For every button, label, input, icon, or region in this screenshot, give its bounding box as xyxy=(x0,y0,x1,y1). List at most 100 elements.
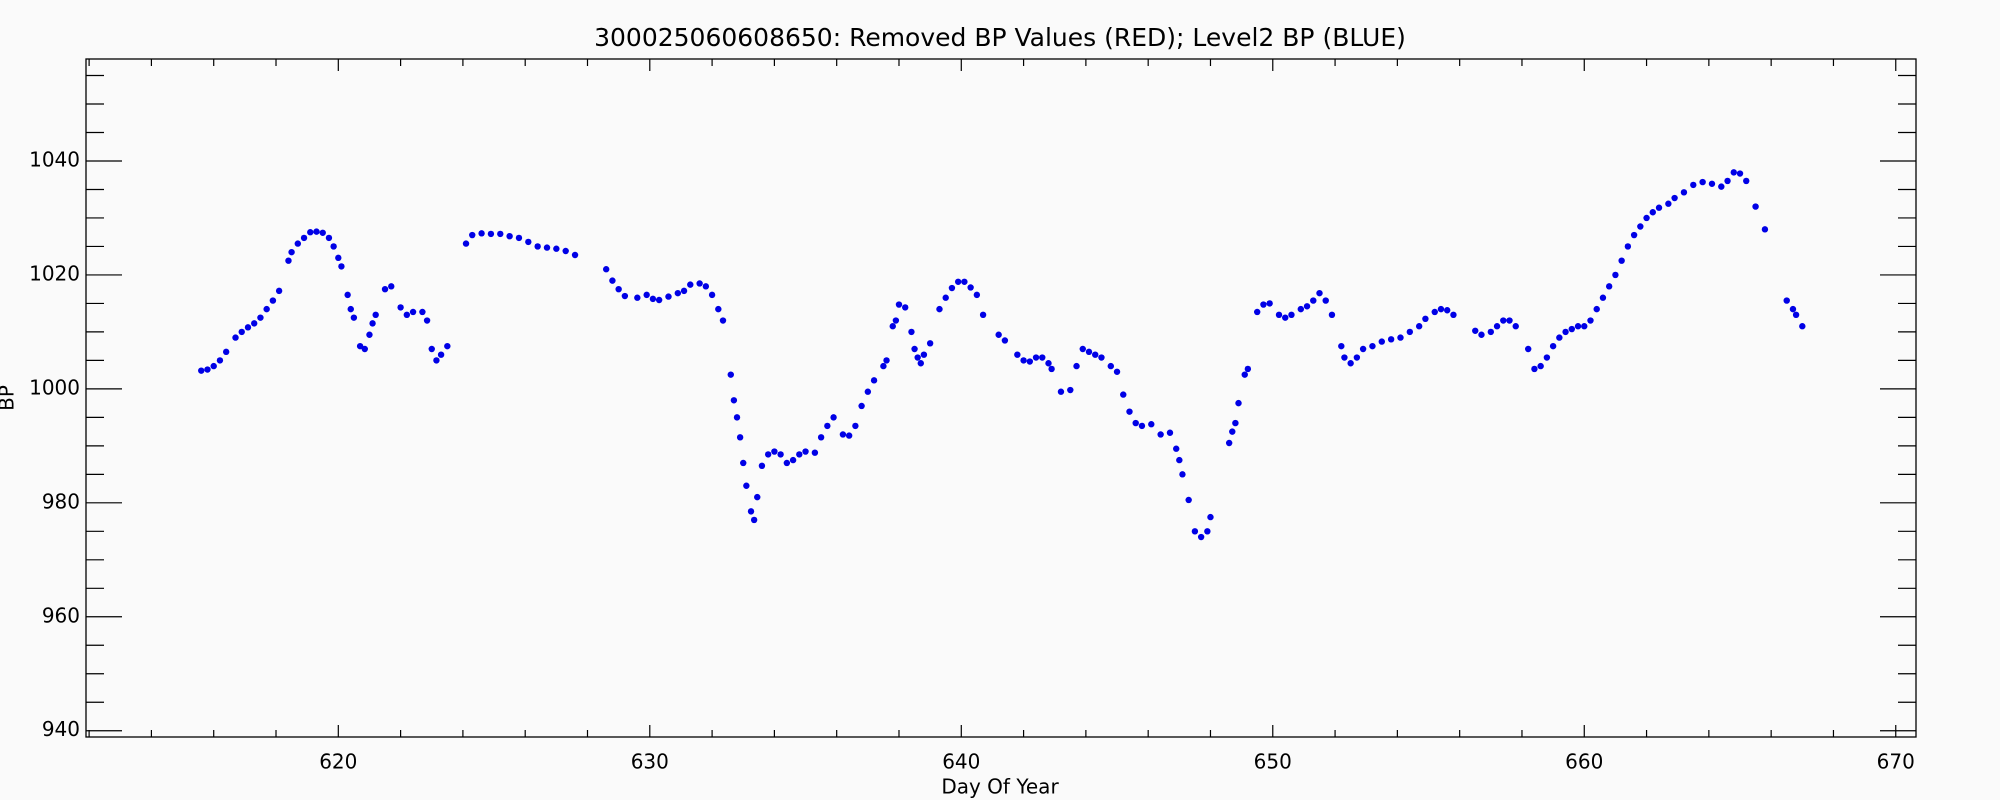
data-point xyxy=(1387,336,1395,343)
data-point xyxy=(515,234,523,242)
data-point xyxy=(1107,362,1115,370)
data-point xyxy=(1699,178,1706,186)
data-point xyxy=(1512,323,1519,330)
data-point xyxy=(1671,194,1678,202)
data-point xyxy=(313,228,320,235)
data-point xyxy=(852,422,859,430)
data-point xyxy=(388,283,395,290)
data-point xyxy=(1562,328,1569,336)
data-point xyxy=(344,291,351,299)
data-point xyxy=(764,451,772,458)
data-point xyxy=(1690,181,1697,189)
chart-title: 300025060608650: Removed BP Values (RED)… xyxy=(594,23,1406,52)
data-point xyxy=(428,345,435,353)
data-point xyxy=(1014,351,1021,358)
data-point xyxy=(917,360,924,367)
data-point xyxy=(257,314,264,321)
data-point xyxy=(244,324,252,331)
data-point xyxy=(1322,297,1329,304)
data-point xyxy=(1229,428,1236,435)
data-point xyxy=(1045,360,1052,367)
data-point xyxy=(1026,358,1034,365)
data-point xyxy=(319,229,326,236)
data-point xyxy=(1665,200,1672,207)
data-point xyxy=(1718,183,1725,190)
data-point xyxy=(908,328,915,336)
x-tick-label: 660 xyxy=(1565,750,1603,774)
data-point xyxy=(285,257,292,264)
data-point xyxy=(1185,496,1192,504)
data-point xyxy=(1207,513,1214,521)
data-point xyxy=(1244,365,1252,373)
data-point xyxy=(1537,362,1544,370)
data-point xyxy=(1173,445,1180,452)
data-point xyxy=(870,377,878,384)
data-point xyxy=(1225,439,1233,447)
x-axis-label: Day Of Year xyxy=(941,775,1059,799)
data-point xyxy=(1724,177,1731,185)
data-point xyxy=(1347,360,1354,367)
data-point xyxy=(730,397,738,404)
data-point xyxy=(895,301,903,308)
data-point xyxy=(733,414,741,421)
data-point xyxy=(973,291,981,299)
data-point xyxy=(1176,456,1183,464)
data-point xyxy=(687,281,694,288)
data-point xyxy=(1574,323,1582,330)
data-point xyxy=(397,304,404,311)
data-point xyxy=(1487,328,1495,336)
y-tick-label: 1000 xyxy=(29,375,80,399)
data-point xyxy=(1761,226,1769,233)
data-point xyxy=(911,345,918,353)
data-point xyxy=(1148,421,1155,428)
data-point xyxy=(1197,533,1205,541)
data-point xyxy=(1359,345,1367,353)
data-point xyxy=(1680,189,1688,196)
data-point xyxy=(696,280,703,287)
data-point xyxy=(347,305,354,313)
data-point xyxy=(743,482,750,489)
data-point xyxy=(1266,300,1273,307)
data-point xyxy=(1241,371,1248,378)
data-point xyxy=(403,311,411,319)
data-point xyxy=(1254,308,1261,316)
data-point xyxy=(210,362,217,370)
data-point xyxy=(1593,305,1600,313)
data-point xyxy=(1531,365,1538,373)
data-point xyxy=(936,305,943,313)
data-point xyxy=(1310,297,1317,304)
data-point xyxy=(914,354,921,361)
data-point xyxy=(469,231,476,239)
data-point xyxy=(1079,345,1086,353)
data-point xyxy=(1157,431,1164,438)
y-tick-label: 980 xyxy=(42,489,80,513)
data-point xyxy=(789,456,797,464)
data-point xyxy=(1179,471,1186,478)
data-point xyxy=(350,314,358,321)
data-point xyxy=(300,234,308,242)
data-point xyxy=(817,434,825,441)
data-point xyxy=(920,351,928,358)
data-point xyxy=(674,289,682,297)
data-point xyxy=(736,434,744,441)
data-point xyxy=(1543,354,1551,361)
data-point xyxy=(423,317,431,324)
data-point xyxy=(330,243,337,250)
data-point xyxy=(1138,422,1146,430)
data-point xyxy=(1500,317,1507,324)
plot-frame xyxy=(85,58,1917,738)
data-point xyxy=(525,238,532,246)
data-point xyxy=(802,448,809,455)
data-point xyxy=(1472,327,1479,334)
data-point xyxy=(325,234,333,242)
data-point xyxy=(1783,297,1790,304)
data-point xyxy=(1378,338,1385,345)
data-point xyxy=(1338,342,1345,350)
data-point xyxy=(1057,388,1065,395)
data-point xyxy=(1204,528,1211,535)
data-point xyxy=(506,232,513,240)
x-tick-label: 620 xyxy=(319,750,357,774)
data-point xyxy=(665,293,672,300)
data-point xyxy=(1599,294,1607,301)
